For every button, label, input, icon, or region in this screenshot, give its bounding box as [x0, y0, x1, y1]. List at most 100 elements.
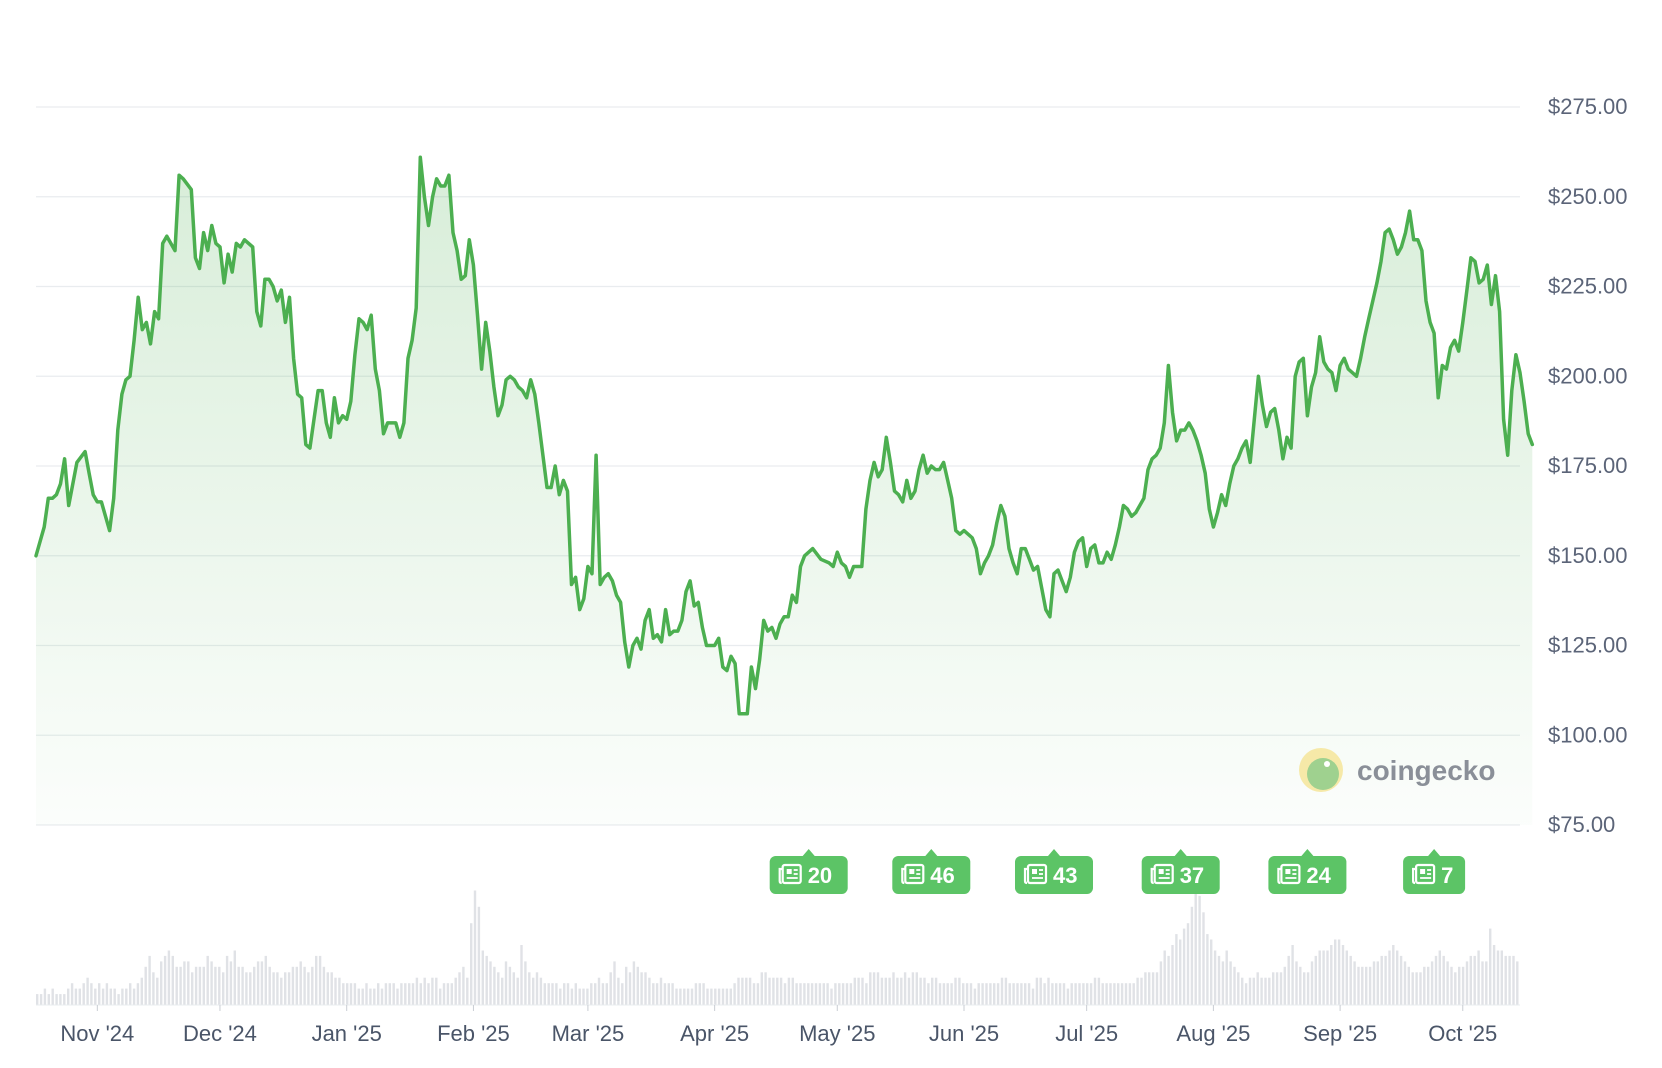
volume-bar — [632, 961, 636, 1005]
volume-bar — [1256, 972, 1259, 1005]
volume-bar — [1086, 983, 1089, 1005]
volume-bar — [315, 955, 318, 1005]
volume-bar — [237, 966, 240, 1005]
x-axis: Nov '24 Dec '24 Jan '25 Feb '25 Mar '25 Apr '… — [36, 1004, 1520, 1046]
volume-bar — [783, 983, 787, 1005]
volume-bar — [1027, 983, 1031, 1005]
volume-bar — [132, 988, 136, 1005]
news-marker[interactable]: 43 — [1015, 849, 1093, 894]
volume-bar — [489, 961, 492, 1005]
y-tick-label: $275.00 — [1548, 94, 1628, 119]
volume-bar — [415, 977, 419, 1005]
volume-bar — [268, 966, 271, 1005]
volume-bar — [931, 977, 934, 1005]
volume-bar — [768, 977, 771, 1005]
volume-bar — [601, 983, 605, 1005]
volume-bar — [717, 988, 721, 1005]
volume-bar — [1399, 955, 1403, 1005]
volume-bar — [1485, 961, 1488, 1005]
volume-bar — [776, 977, 779, 1005]
gecko-logo-body — [1307, 758, 1339, 790]
volume-bar — [411, 983, 415, 1005]
volume-bar — [175, 966, 178, 1005]
volume-bar — [400, 983, 403, 1005]
news-marker[interactable]: 24 — [1268, 849, 1347, 894]
volume-bar — [59, 994, 62, 1005]
volume-bar — [1442, 955, 1445, 1005]
volume-bar — [396, 988, 399, 1005]
news-marker[interactable]: 20 — [769, 849, 848, 894]
volume-bar — [1380, 955, 1383, 1005]
volume-bar — [617, 977, 620, 1005]
volume-bar — [1345, 950, 1348, 1005]
volume-bar — [1020, 983, 1023, 1005]
volume-bar — [795, 983, 798, 1005]
newspaper-icon — [1277, 863, 1301, 885]
volume-bar — [1310, 961, 1314, 1005]
price-line[interactable] — [34, 155, 1535, 716]
volume-bar — [1388, 950, 1391, 1005]
volume-bar — [1322, 950, 1325, 1005]
news-marker-pointer — [1048, 849, 1060, 856]
volume-bar — [245, 972, 248, 1005]
volume-bar — [501, 977, 504, 1005]
volume-bar — [981, 983, 984, 1005]
volume-bar — [1500, 950, 1503, 1005]
volume-bar — [439, 988, 442, 1005]
newspaper-icon — [1023, 863, 1048, 885]
volume-bar — [524, 961, 527, 1005]
volume-bar — [675, 988, 678, 1005]
volume-bar — [1306, 972, 1310, 1005]
volume-bar — [458, 972, 461, 1005]
newspaper-icon — [778, 863, 802, 885]
volume-bar — [872, 972, 876, 1005]
volume-bar — [594, 983, 597, 1005]
volume-bar — [725, 988, 729, 1005]
volume-bar — [838, 983, 841, 1005]
y-tick-label: $200.00 — [1548, 363, 1628, 388]
volume-bar — [741, 977, 744, 1005]
volume-bar — [1016, 983, 1019, 1005]
volume-bar — [384, 983, 388, 1005]
volume-bar — [1392, 945, 1395, 1005]
volume-bar — [206, 955, 209, 1005]
volume-bar — [1213, 950, 1217, 1005]
news-marker[interactable]: 37 — [1141, 849, 1220, 894]
volume-bar — [129, 983, 132, 1005]
volume-bar — [714, 988, 717, 1005]
volume-bar — [934, 977, 938, 1005]
volume-bar — [1221, 961, 1225, 1005]
volume-bar — [1035, 977, 1039, 1005]
volume-bar — [1093, 977, 1097, 1005]
volume-bar — [78, 988, 81, 1005]
volume-bar — [1070, 983, 1073, 1005]
volume-bar — [1461, 966, 1465, 1005]
volume-bar — [94, 988, 97, 1005]
volume-bar — [1365, 966, 1368, 1005]
x-tick-label: Jul '25 — [1055, 1021, 1118, 1046]
volume-bar — [1454, 972, 1457, 1005]
volume-bar — [748, 977, 752, 1005]
news-marker[interactable]: 7 — [1403, 849, 1466, 894]
volume-bar — [1182, 928, 1186, 1005]
volume-bar — [973, 988, 977, 1005]
volume-bar — [113, 988, 116, 1005]
gecko-logo-eye — [1324, 761, 1330, 767]
volume-bar — [233, 950, 236, 1005]
volume-bar — [1303, 972, 1306, 1005]
volume-bar — [830, 988, 833, 1005]
volume-bar — [1489, 928, 1492, 1005]
volume-bar — [876, 972, 880, 1005]
volume-bar — [810, 983, 814, 1005]
volume-bar — [745, 977, 748, 1005]
news-marker[interactable]: 46 — [892, 849, 971, 894]
volume-bar — [163, 955, 167, 1005]
x-tick-label: Oct '25 — [1428, 1021, 1497, 1046]
y-axis: $75.00 $100.00 $125.00 $150.00 $175.00 $200.0… — [1548, 94, 1628, 837]
volume-bar — [969, 983, 973, 1005]
volume-bar — [504, 961, 508, 1005]
volume-bar — [1140, 977, 1143, 1005]
volume-bar — [1337, 939, 1341, 1005]
volume-bar — [880, 977, 884, 1005]
